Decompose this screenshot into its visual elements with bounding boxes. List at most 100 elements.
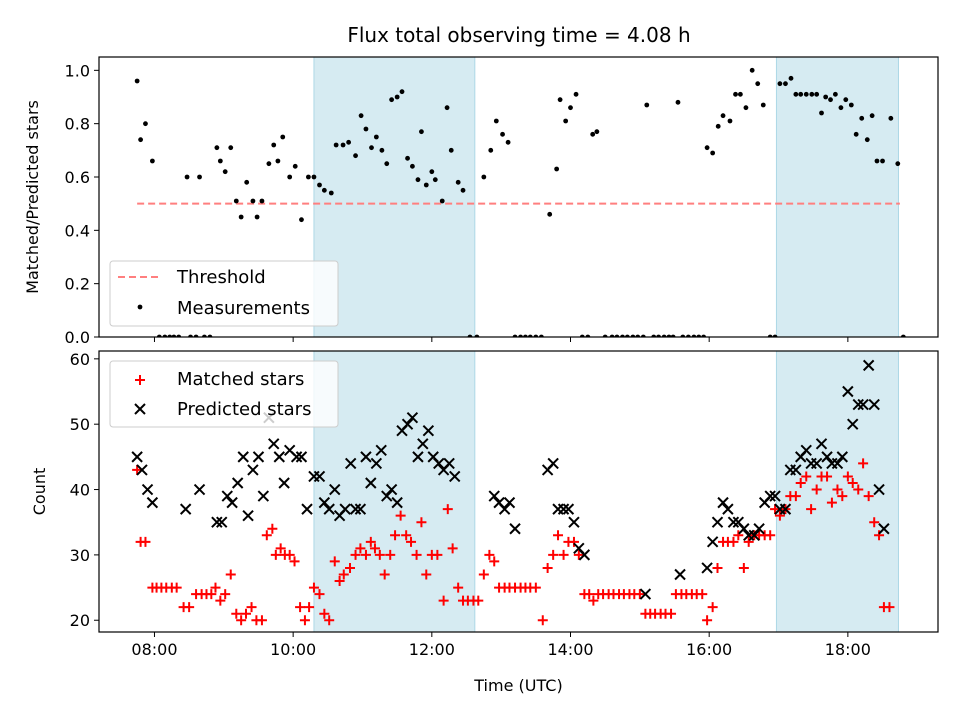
predicted-star-point <box>295 451 308 463</box>
matched-star-point <box>743 536 754 547</box>
predicted-star-point <box>349 503 362 515</box>
matched-star-point <box>206 589 217 600</box>
count-series <box>131 359 895 626</box>
measurement-point <box>505 139 511 145</box>
measurement-point <box>755 81 761 87</box>
measurement-point <box>292 163 298 169</box>
ratio-y-axis-label: Matched/Predicted stars <box>23 100 42 294</box>
matched-stars-legend-label: Matched stars <box>177 369 304 390</box>
predicted-star-point <box>842 385 854 398</box>
matched-star-point <box>215 595 226 606</box>
count-axes: 20 30 40 50 60 08:00 10:00 12:00 14:00 16:00 18:00 <box>70 350 871 659</box>
measurement-point <box>275 158 281 164</box>
matched-star-point <box>284 549 295 560</box>
matched-star-point <box>473 595 484 606</box>
measurement-point <box>233 198 239 204</box>
measurement-point <box>369 145 374 151</box>
measurement-point <box>389 97 395 103</box>
predicted-star-point <box>318 496 331 509</box>
measurement-point <box>448 147 454 153</box>
measurement-point <box>460 187 466 193</box>
y-tick-label: 1.0 <box>65 61 90 80</box>
measurement-point <box>184 174 190 180</box>
legend-box <box>109 360 339 428</box>
predicted-star-point <box>375 444 387 457</box>
predicted-star-point <box>831 457 844 470</box>
matched-star-point <box>707 602 718 613</box>
measurement-point <box>419 129 424 135</box>
predicted-star-point <box>339 503 351 515</box>
predicted-star-point <box>552 503 564 515</box>
matched-star-point <box>184 602 195 613</box>
measurement-point <box>823 94 829 100</box>
matched-star-point <box>842 471 853 482</box>
measurement-point <box>488 147 494 153</box>
matched-star-point <box>140 536 151 547</box>
matched-star-point <box>874 530 885 541</box>
measurement-point <box>814 91 820 97</box>
measurement-point <box>254 214 260 220</box>
measurement-point <box>783 81 788 87</box>
measurement-point <box>259 198 265 204</box>
predicted-star-point <box>242 509 254 522</box>
matched-star-point <box>568 536 579 547</box>
matched-star-point <box>548 549 559 560</box>
measurement-point <box>373 134 379 140</box>
measurement-point <box>895 161 901 167</box>
predicted-star-point <box>852 398 864 411</box>
x-tick-label: 18:00 <box>825 640 871 659</box>
matched-star-point <box>770 504 781 515</box>
predicted-star-point <box>748 529 760 541</box>
y-tick-label: 60 <box>70 350 90 369</box>
measurement-point <box>287 174 293 180</box>
predicted-star-point <box>727 516 740 528</box>
predicted-star-point <box>247 464 259 476</box>
matched-star-point <box>863 491 874 502</box>
legend-box <box>109 260 339 327</box>
matched-star-point <box>588 595 599 606</box>
measurements-legend-swatch <box>137 304 143 310</box>
measurement-point <box>737 91 743 97</box>
measurement-point <box>644 102 650 108</box>
measurement-point <box>798 91 804 97</box>
predicted-star-point <box>753 523 765 535</box>
predicted-star-point <box>568 516 580 528</box>
measurement-point <box>720 113 726 119</box>
matched-star-point <box>304 602 315 613</box>
measurement-point <box>197 174 202 180</box>
measurement-point <box>444 105 450 111</box>
predicted-star-point <box>821 451 833 463</box>
matched-star-point <box>390 530 401 541</box>
predicted-star-point <box>323 503 335 515</box>
measurement-point <box>809 91 815 97</box>
matched-star-point <box>811 484 822 495</box>
measurement-point <box>346 139 352 145</box>
measurement-point <box>358 113 364 119</box>
predicted-star-point <box>290 451 303 463</box>
observing-windows <box>313 350 899 633</box>
matched-star-point <box>858 458 869 469</box>
observing-window <box>775 56 899 338</box>
matched-star-point <box>231 608 242 619</box>
predicted-star-point <box>557 503 570 515</box>
matched-star-point <box>553 530 564 541</box>
predicted-star-point <box>706 536 719 548</box>
measurement-point <box>733 91 738 97</box>
matched-star-point <box>256 615 267 626</box>
count-panel: 20 30 40 50 60 08:00 10:00 12:00 14:00 16:00 18:00… <box>30 350 939 695</box>
measurement-point <box>321 187 327 193</box>
measurement-point <box>710 150 716 156</box>
predicted-star-point <box>503 496 516 509</box>
predicted-star-point <box>800 444 812 457</box>
predicted-star-point <box>488 490 500 502</box>
predicted-star-point <box>211 516 223 528</box>
matched-star-point <box>319 608 330 619</box>
measurement-point <box>594 129 600 135</box>
matched-star-point <box>379 569 390 580</box>
measurement-point <box>405 155 410 161</box>
ratio-panel: 0.0 0.2 0.4 0.6 0.8 1.0 Matched/Predicted sta… <box>23 56 939 347</box>
measurement-point <box>573 91 579 97</box>
matched-star-point <box>530 582 541 593</box>
measurement-point <box>828 97 833 103</box>
measurement-point <box>244 179 250 185</box>
